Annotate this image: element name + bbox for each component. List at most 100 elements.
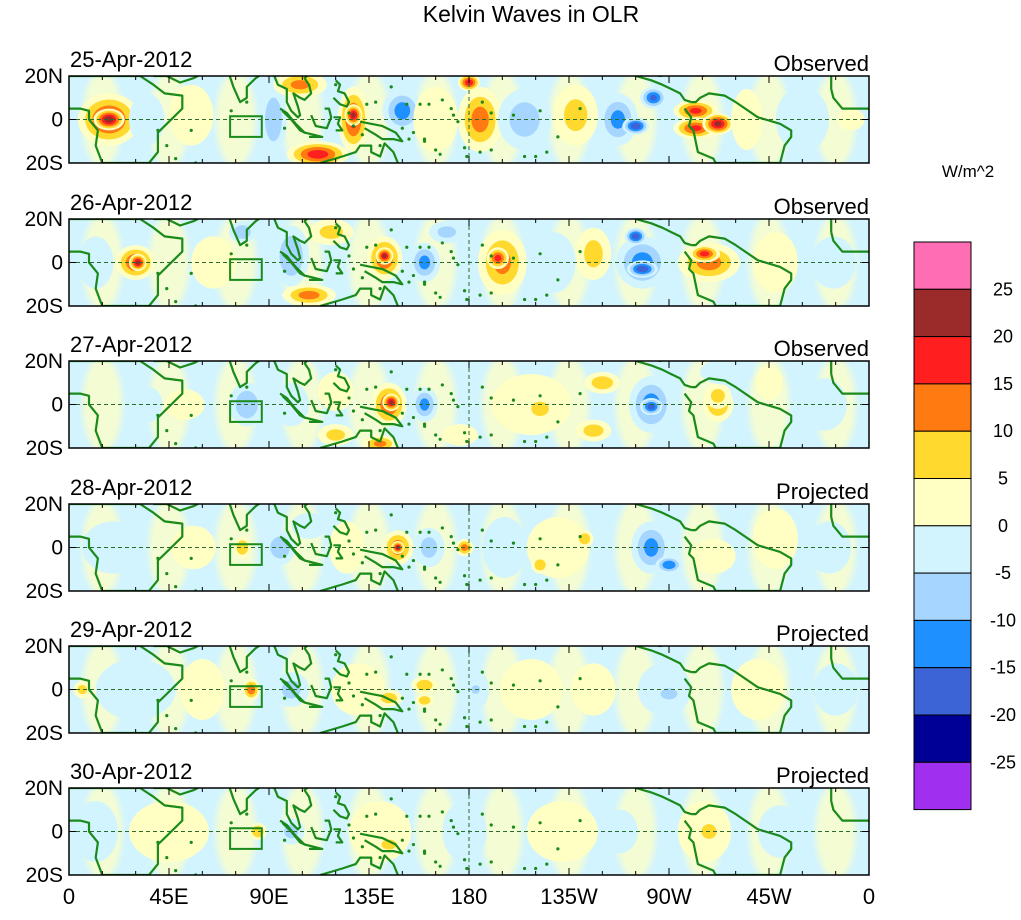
- coastline: [332, 79, 351, 108]
- colorbar-label: -15: [990, 658, 1016, 678]
- island: [282, 411, 287, 415]
- coastline: [304, 131, 324, 138]
- y-tick-label: 20N: [24, 493, 63, 516]
- island: [378, 714, 382, 718]
- island: [418, 387, 422, 391]
- coastline: [333, 544, 344, 560]
- island: [156, 698, 160, 702]
- island: [411, 130, 416, 135]
- island: [347, 823, 351, 827]
- island: [511, 256, 516, 260]
- coastline: [310, 250, 333, 273]
- texture-band: [482, 788, 523, 875]
- reference-box: [229, 543, 263, 566]
- island: [451, 113, 456, 117]
- anomaly-contour: [319, 225, 343, 239]
- island: [489, 681, 493, 685]
- y-tick-label: 20N: [24, 65, 63, 88]
- island: [449, 535, 453, 539]
- x-tick-label: 0: [63, 884, 75, 909]
- island: [422, 851, 427, 855]
- island: [334, 368, 338, 372]
- coastlines: [69, 219, 869, 306]
- island: [440, 810, 444, 814]
- coastline: [310, 107, 333, 130]
- island: [556, 847, 560, 851]
- colorbar-box: [913, 430, 972, 480]
- island: [434, 718, 438, 722]
- y-tick-label: 20S: [26, 295, 63, 318]
- map-panel: 20N 0 20S 30-Apr-2012 Projected: [24, 759, 870, 887]
- anomaly-contour: [578, 533, 591, 545]
- reference-box: [229, 258, 263, 281]
- coastline: [683, 520, 793, 591]
- island: [545, 435, 549, 439]
- island: [229, 252, 233, 256]
- panel-date: 26-Apr-2012: [70, 190, 192, 215]
- island: [365, 530, 369, 534]
- island: [449, 677, 453, 681]
- island: [374, 243, 378, 247]
- island: [440, 383, 444, 387]
- coastline: [273, 76, 313, 119]
- island: [365, 387, 369, 391]
- island: [434, 291, 438, 295]
- panel-date: 29-Apr-2012: [70, 617, 192, 642]
- coastline: [683, 92, 793, 163]
- coastline: [635, 219, 692, 247]
- panels: 20N 0 20S 25-Apr-2012 Observed 20N 0 20S 26-Apr-…: [24, 47, 870, 887]
- island: [156, 128, 160, 132]
- island: [365, 245, 369, 249]
- y-tick-label: 0: [51, 821, 63, 844]
- island: [427, 672, 431, 676]
- island: [189, 271, 193, 275]
- anomaly-contour: [442, 424, 478, 446]
- colorbar-label: 0: [998, 516, 1008, 536]
- colorbar-box: [913, 667, 972, 716]
- island: [456, 690, 460, 694]
- texture-band: [82, 361, 123, 448]
- coastline: [332, 222, 351, 251]
- coastline: [220, 646, 261, 674]
- island: [427, 387, 431, 391]
- anomaly-contour: [837, 108, 865, 131]
- coastline: [332, 364, 351, 393]
- island: [538, 252, 542, 256]
- coastline: [69, 219, 184, 306]
- island: [334, 511, 338, 515]
- panel-date: 30-Apr-2012: [70, 759, 192, 784]
- colorbar-box: [913, 383, 972, 432]
- island: [538, 679, 542, 683]
- island: [405, 387, 409, 391]
- island: [374, 812, 378, 816]
- island: [578, 107, 582, 111]
- island: [545, 293, 549, 297]
- island: [334, 83, 338, 87]
- coastline: [359, 263, 404, 286]
- island: [165, 429, 169, 433]
- coastline: [69, 361, 184, 448]
- x-tick-label: 0: [863, 884, 875, 909]
- island: [351, 694, 356, 698]
- anomaly-contour: [329, 521, 365, 574]
- island: [427, 530, 431, 534]
- island: [189, 556, 193, 560]
- island: [480, 670, 484, 674]
- island: [374, 670, 378, 674]
- island: [351, 552, 356, 556]
- coastline: [332, 507, 351, 536]
- island: [156, 840, 160, 844]
- coastline: [69, 646, 184, 733]
- coastline: [69, 504, 184, 591]
- island: [534, 724, 538, 729]
- island: [511, 683, 516, 687]
- colorbar-label: 15: [993, 374, 1013, 394]
- island: [407, 849, 411, 853]
- island: [400, 696, 404, 700]
- island: [174, 585, 178, 589]
- island: [489, 539, 493, 543]
- island: [405, 245, 409, 249]
- island: [347, 681, 351, 685]
- island: [489, 396, 493, 400]
- coastline: [359, 690, 404, 713]
